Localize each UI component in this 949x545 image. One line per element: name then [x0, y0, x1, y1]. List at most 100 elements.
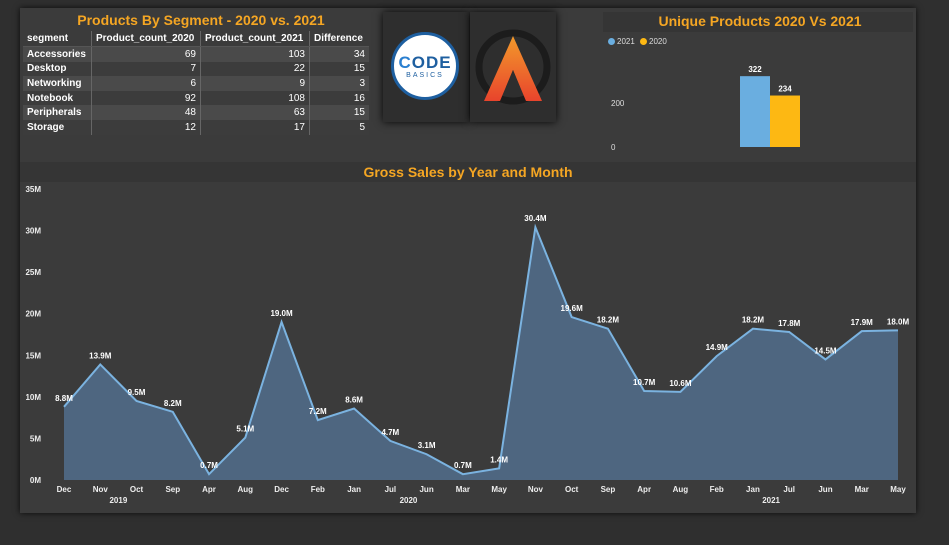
- data-label: 4.7M: [381, 428, 399, 437]
- x-tick-label: Apr: [637, 485, 651, 494]
- x-tick-label: Sep: [165, 485, 180, 494]
- x-tick-label: Jan: [347, 485, 361, 494]
- table-header-row: segment Product_count_2020 Product_count…: [23, 31, 369, 47]
- cell-difference: 34: [309, 46, 369, 62]
- data-label: 1.4M: [490, 455, 508, 464]
- codebasics-logo: CODE BASICS: [391, 32, 459, 100]
- data-label: 14.5M: [814, 346, 837, 355]
- legend-2021-swatch: [608, 38, 615, 46]
- cell-difference: 15: [309, 105, 369, 120]
- data-label: 19.6M: [561, 304, 584, 313]
- data-label: 10.7M: [633, 378, 656, 387]
- data-label: 18.2M: [597, 316, 620, 325]
- x-tick-label: Aug: [673, 485, 689, 494]
- data-label: 9.5M: [128, 388, 146, 397]
- data-label: 14.9M: [706, 343, 729, 352]
- legend-2021-label[interactable]: 2021: [617, 37, 635, 46]
- cell-segment: Networking: [23, 76, 92, 91]
- table-row[interactable]: Storage 12 17 5: [23, 119, 369, 135]
- codebasics-logo-card: CODE BASICS: [383, 12, 469, 122]
- unique-products-title: Unique Products 2020 Vs 2021: [658, 13, 862, 29]
- x-tick-label: Jun: [818, 485, 832, 494]
- y-tick-label: 25M: [25, 268, 41, 277]
- atliq-logo-card: [470, 12, 556, 122]
- gross-sales-area: [64, 227, 898, 480]
- x-tick-label: Nov: [93, 485, 109, 494]
- unique-products-chart: 200 0 322 234: [611, 65, 800, 152]
- x-tick-label: May: [890, 485, 906, 494]
- data-label: 17.8M: [778, 319, 801, 328]
- data-label: 8.2M: [164, 399, 182, 408]
- legend-2020-swatch: [640, 38, 648, 46]
- data-label: 3.1M: [418, 441, 436, 450]
- legend-2020-label[interactable]: 2020: [649, 37, 667, 46]
- bar-data-label: 234: [778, 85, 792, 94]
- data-label: 10.6M: [669, 379, 692, 388]
- x-tick-label: Nov: [528, 485, 544, 494]
- gross-sales-title: Gross Sales by Year and Month: [363, 164, 573, 180]
- x-tick-label: May: [491, 485, 507, 494]
- cell-count-2020: 12: [91, 119, 201, 135]
- y-tick-label: 10M: [25, 393, 41, 402]
- cell-count-2020: 48: [91, 105, 201, 120]
- cell-count-2020: 92: [91, 90, 201, 106]
- bar-data-label: 322: [748, 65, 762, 74]
- x-tick-label: Mar: [456, 485, 470, 494]
- data-label: 30.4M: [524, 214, 547, 223]
- cell-segment: Storage: [23, 119, 92, 135]
- x-tick-label: Sep: [601, 485, 616, 494]
- bar-2020: [770, 95, 800, 147]
- data-label: 18.0M: [887, 317, 910, 326]
- y-tick-label: 15M: [25, 351, 41, 360]
- data-label: 0.7M: [200, 461, 218, 470]
- cell-count-2021: 103: [200, 46, 310, 62]
- cell-count-2021: 108: [200, 90, 310, 106]
- cell-count-2021: 9: [200, 76, 310, 91]
- data-label: 7.2M: [309, 407, 327, 416]
- cell-difference: 5: [309, 119, 369, 135]
- cell-count-2020: 7: [91, 61, 201, 77]
- col-header-difference[interactable]: Difference: [309, 31, 369, 47]
- table-row[interactable]: Networking 6 9 3: [23, 76, 369, 91]
- cell-segment: Desktop: [23, 61, 92, 77]
- x-tick-label: Dec: [57, 485, 72, 494]
- data-label: 18.2M: [742, 316, 765, 325]
- codebasics-logo-subtext: BASICS: [406, 72, 444, 79]
- table-row[interactable]: Desktop 7 22 15: [23, 61, 369, 77]
- data-label: 5.1M: [236, 425, 254, 434]
- table-row[interactable]: Notebook 92 108 16: [23, 90, 369, 106]
- codebasics-logo-text: CODE: [398, 53, 452, 72]
- atliq-logo: [475, 29, 551, 105]
- unique-products-legend: 2021 2020: [608, 37, 667, 46]
- cell-difference: 16: [309, 90, 369, 106]
- cell-count-2021: 63: [200, 105, 310, 120]
- data-label: 13.9M: [89, 351, 112, 360]
- x-tick-label: Oct: [565, 485, 579, 494]
- x-tick-label: Aug: [238, 485, 254, 494]
- table-row[interactable]: Peripherals 48 63 15: [23, 105, 369, 120]
- cell-count-2021: 17: [200, 119, 310, 135]
- cell-count-2020: 69: [91, 46, 201, 62]
- col-header-count-2021[interactable]: Product_count_2021: [200, 31, 310, 47]
- col-header-count-2020[interactable]: Product_count_2020: [91, 31, 201, 47]
- y-tick-label: 20M: [25, 310, 41, 319]
- segment-table: segment Product_count_2020 Product_count…: [23, 31, 369, 135]
- data-label: 19.0M: [270, 309, 293, 318]
- table-row[interactable]: Accessories 69 103 34: [23, 46, 369, 62]
- cell-count-2020: 6: [91, 76, 201, 91]
- y-tick-label: 200: [611, 99, 625, 108]
- bar-2021: [740, 76, 770, 147]
- year-label: 2020: [400, 496, 418, 505]
- cell-difference: 3: [309, 76, 369, 91]
- year-label: 2021: [762, 496, 780, 505]
- cell-segment: Peripherals: [23, 105, 92, 120]
- data-label: 8.8M: [55, 394, 73, 403]
- x-tick-label: Jul: [783, 485, 795, 494]
- x-tick-label: Jun: [419, 485, 433, 494]
- y-tick-label: 0M: [30, 476, 41, 485]
- gross-sales-line: [63, 223, 899, 476]
- cell-count-2021: 22: [200, 61, 310, 77]
- col-header-segment[interactable]: segment: [23, 31, 92, 47]
- data-label: 0.7M: [454, 461, 472, 470]
- x-tick-label: Apr: [202, 485, 216, 494]
